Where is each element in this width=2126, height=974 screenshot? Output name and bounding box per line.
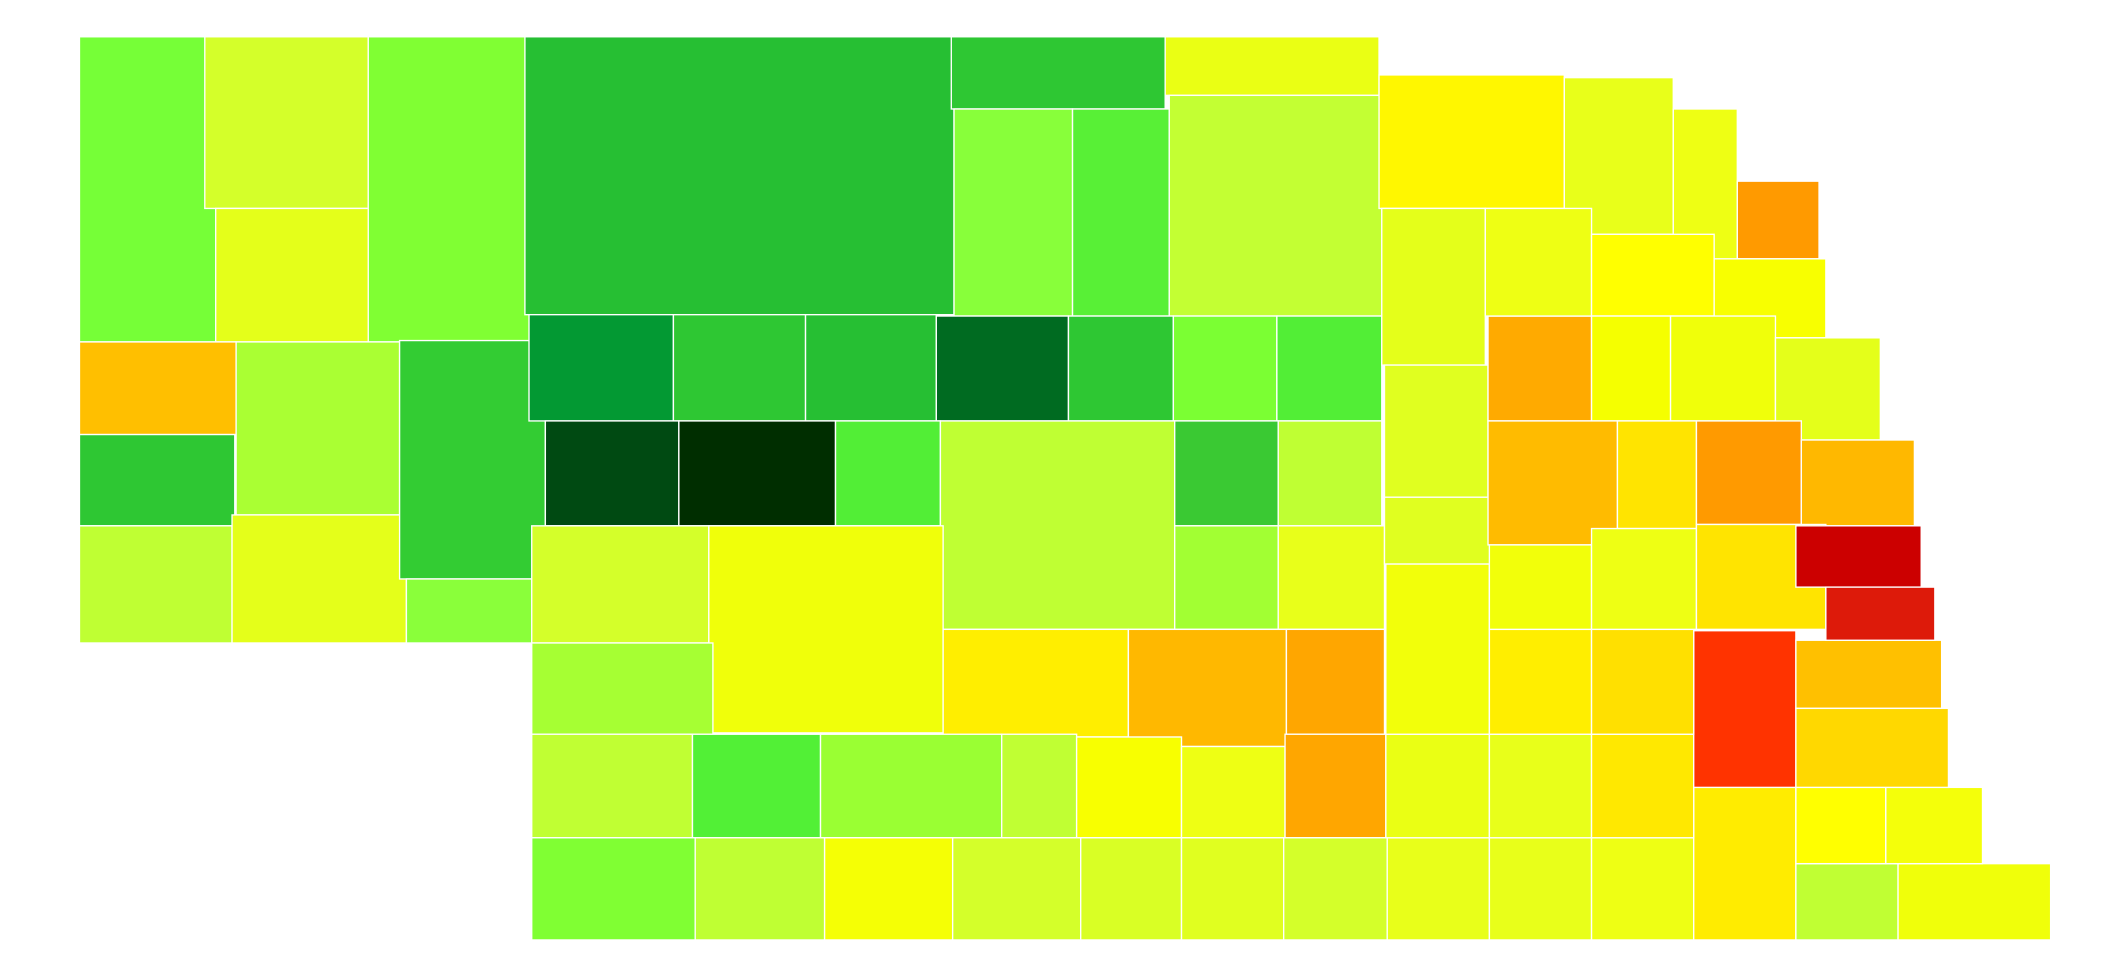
- county: [1590, 527, 1698, 631]
- county: [1488, 837, 1593, 941]
- county: [1484, 207, 1593, 317]
- county: [1885, 786, 1984, 865]
- county: [235, 341, 401, 516]
- county: [1277, 525, 1386, 631]
- county: [1795, 525, 1922, 588]
- county: [1174, 525, 1279, 631]
- county: [942, 628, 1130, 738]
- county: [1488, 733, 1593, 839]
- county: [398, 339, 547, 580]
- county: [1067, 315, 1175, 422]
- county: [204, 36, 369, 210]
- county: [1168, 94, 1383, 317]
- county: [1590, 733, 1695, 839]
- county: [367, 36, 544, 343]
- county: [1378, 74, 1565, 210]
- county: [953, 108, 1074, 317]
- county: [231, 514, 408, 644]
- county: [1616, 420, 1698, 530]
- county: [1897, 862, 2052, 941]
- county: [1172, 315, 1278, 422]
- county: [1180, 837, 1285, 941]
- county: [1164, 36, 1380, 97]
- county: [950, 36, 1166, 110]
- county: [1385, 563, 1491, 735]
- county: [1284, 733, 1387, 839]
- county: [672, 313, 807, 422]
- county: [1795, 707, 1950, 789]
- county: [1825, 586, 1936, 641]
- county: [1795, 862, 1899, 941]
- county: [1127, 628, 1288, 748]
- county: [78, 525, 233, 644]
- county: [1695, 420, 1803, 526]
- county: [1795, 786, 1887, 865]
- county: [834, 420, 942, 527]
- county: [78, 433, 236, 527]
- county: [524, 36, 955, 316]
- county: [1693, 786, 1797, 941]
- county: [1075, 736, 1183, 839]
- county: [531, 525, 710, 644]
- county: [1736, 180, 1820, 260]
- county: [1381, 207, 1486, 366]
- county: [1071, 108, 1170, 317]
- county: [1800, 439, 1916, 527]
- county: [405, 578, 533, 644]
- county: [678, 420, 837, 527]
- county: [1283, 837, 1388, 941]
- county: [1590, 233, 1715, 317]
- county: [1174, 420, 1279, 527]
- county: [1590, 315, 1672, 422]
- county: [1669, 315, 1777, 422]
- county: [78, 36, 217, 343]
- county: [1488, 628, 1593, 735]
- county: [1276, 315, 1383, 422]
- county: [1487, 315, 1593, 422]
- county: [1277, 420, 1383, 527]
- county: [819, 733, 1003, 839]
- county: [215, 207, 387, 343]
- county: [951, 837, 1082, 941]
- county: [1285, 628, 1386, 735]
- county: [528, 313, 675, 422]
- county: [1386, 837, 1491, 941]
- county: [1693, 630, 1797, 789]
- county: [823, 837, 954, 941]
- county: [1795, 639, 1943, 710]
- county: [1080, 837, 1183, 941]
- county: [935, 315, 1070, 422]
- county: [1487, 420, 1619, 546]
- county: [531, 837, 696, 941]
- county: [1383, 364, 1489, 498]
- county: [531, 733, 694, 839]
- county: [1590, 628, 1695, 735]
- county: [939, 420, 1176, 631]
- county: [1590, 837, 1695, 941]
- county: [1385, 733, 1491, 839]
- county: [708, 525, 944, 734]
- county: [804, 313, 937, 422]
- county: [544, 420, 680, 527]
- county: [691, 733, 822, 839]
- county: [1488, 544, 1593, 631]
- county: [78, 341, 237, 436]
- county: [1180, 745, 1286, 839]
- county: [694, 837, 826, 941]
- county: [531, 642, 714, 735]
- county: [1001, 733, 1078, 839]
